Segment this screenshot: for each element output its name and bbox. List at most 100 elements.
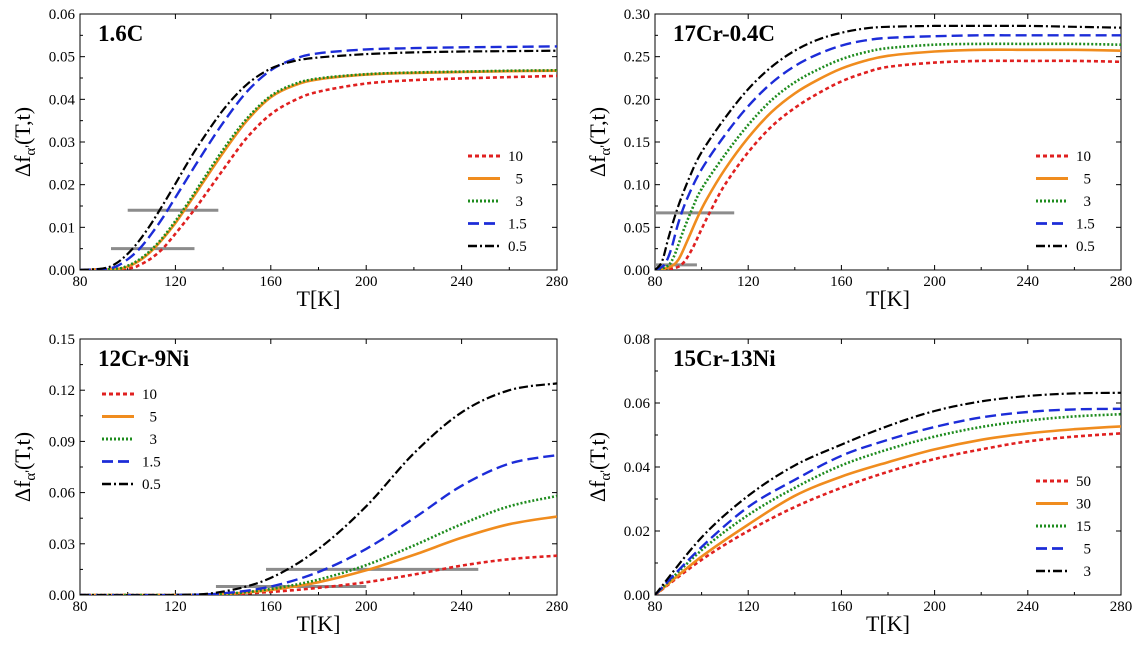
y-tick-label: 0.20 <box>624 92 650 108</box>
x-axis-label: T[K] <box>297 611 341 636</box>
legend-label: 10 <box>142 387 157 403</box>
y-tick-label: 0.08 <box>624 332 650 348</box>
legend-label: 1.5 <box>142 455 161 471</box>
x-tick-label: 280 <box>1110 599 1133 615</box>
chart-panel: 80 120 160 200 240 280 0.00 0.03 0.06 0.09 0.12 0.1… <box>10 332 568 636</box>
y-tick-label: 0.04 <box>49 92 76 108</box>
plot-frame <box>654 338 1122 596</box>
y-tick-label: 0.03 <box>49 537 75 553</box>
legend-label: 3 <box>1076 564 1091 580</box>
series-line <box>80 74 557 270</box>
panel-title: 1.6C <box>98 21 143 46</box>
series-line <box>80 69 557 270</box>
y-tick-label: 0.10 <box>624 178 650 194</box>
y-tick-label: 0.06 <box>49 486 76 502</box>
x-tick-label: 160 <box>830 599 853 615</box>
series-line <box>80 45 557 270</box>
series-line <box>655 48 1121 270</box>
legend-label: 0.5 <box>142 477 161 493</box>
x-tick-label: 80 <box>73 599 88 615</box>
series-line <box>655 391 1121 595</box>
x-tick-label: 80 <box>73 274 88 290</box>
x-axis-label: T[K] <box>297 286 341 311</box>
x-tick-label: 200 <box>355 274 378 290</box>
y-axis-label: Δfα'(T,t) <box>585 432 614 502</box>
legend-label: 0.5 <box>1076 239 1095 255</box>
y-tick-label: 0.30 <box>624 7 650 23</box>
series-line <box>655 425 1121 595</box>
y-tick-label: 0.06 <box>624 396 651 412</box>
chart-panel: 80 120 160 200 240 280 0.00 0.02 0.04 0.06 0.08 T[K… <box>585 332 1132 636</box>
x-tick-label: 200 <box>923 599 946 615</box>
series-line <box>655 407 1121 595</box>
chart-panel: 80 120 160 200 240 280 0.00 0.01 0.02 0.03 0.04 0.0… <box>10 7 568 311</box>
x-tick-label: 240 <box>450 599 473 615</box>
series-line <box>655 42 1121 270</box>
x-tick-label: 120 <box>737 274 760 290</box>
legend-label: 1.5 <box>1076 217 1095 233</box>
legend-label: 3 <box>1076 194 1091 210</box>
legend-label: 3 <box>142 432 157 448</box>
y-axis-label: Δfα'(T,t) <box>10 107 39 177</box>
x-tick-label: 80 <box>648 274 663 290</box>
y-tick-label: 0.00 <box>49 588 75 604</box>
x-tick-label: 200 <box>355 599 378 615</box>
legend-label: 1.5 <box>508 217 527 233</box>
x-tick-label: 240 <box>1017 274 1040 290</box>
x-tick-label: 280 <box>546 599 569 615</box>
y-tick-label: 0.06 <box>49 7 76 23</box>
series-line <box>655 24 1121 270</box>
legend-label: 5 <box>508 172 523 188</box>
legend-label: 3 <box>508 194 523 210</box>
y-tick-label: 0.15 <box>49 332 75 348</box>
legend-label: 10 <box>1076 149 1091 165</box>
series-line <box>655 412 1121 595</box>
y-tick-label: 0.05 <box>49 50 75 66</box>
y-tick-label: 0.05 <box>624 220 650 236</box>
x-axis-label: T[K] <box>866 611 910 636</box>
x-tick-label: 80 <box>648 599 663 615</box>
panel-title: 15Cr-13Ni <box>673 346 776 371</box>
x-tick-label: 280 <box>546 274 569 290</box>
legend-label: 5 <box>1076 172 1091 188</box>
y-tick-label: 0.00 <box>624 263 650 279</box>
series-line <box>655 432 1121 595</box>
y-tick-label: 0.03 <box>49 135 75 151</box>
legend-label: 15 <box>1076 519 1091 535</box>
chart-panel: 80 120 160 200 240 280 0.00 0.05 0.10 0.15 0.20 0.2… <box>585 7 1132 311</box>
x-tick-label: 160 <box>260 599 283 615</box>
panel-title: 12Cr-9Ni <box>98 346 190 371</box>
plot-frame <box>654 13 1122 271</box>
y-tick-label: 0.25 <box>624 50 650 66</box>
legend-label: 5 <box>1076 542 1091 558</box>
series-line <box>80 453 557 595</box>
x-tick-label: 120 <box>164 599 187 615</box>
legend-label: 30 <box>1076 497 1091 513</box>
x-tick-label: 280 <box>1110 274 1133 290</box>
panel-title: 17Cr-0.4C <box>673 21 775 46</box>
x-tick-label: 200 <box>923 274 946 290</box>
x-tick-label: 160 <box>830 274 853 290</box>
x-axis-label: T[K] <box>866 286 910 311</box>
legend-label: 0.5 <box>508 239 527 255</box>
legend-label: 50 <box>1076 474 1091 490</box>
y-tick-label: 0.00 <box>49 263 75 279</box>
series-line <box>80 49 557 270</box>
legend-label: 5 <box>142 410 157 426</box>
x-tick-label: 120 <box>164 274 187 290</box>
legend-label: 10 <box>508 149 523 165</box>
series-line <box>80 382 557 595</box>
y-tick-label: 0.12 <box>49 383 75 399</box>
y-tick-label: 0.15 <box>624 135 650 151</box>
x-tick-label: 240 <box>1017 599 1040 615</box>
y-tick-label: 0.02 <box>49 178 75 194</box>
series-line <box>80 515 557 595</box>
x-tick-label: 160 <box>260 274 283 290</box>
series-line <box>655 34 1121 270</box>
series-line <box>80 494 557 595</box>
x-tick-label: 240 <box>450 274 473 290</box>
series-line <box>655 59 1121 270</box>
y-tick-label: 0.09 <box>49 434 75 450</box>
y-tick-label: 0.00 <box>624 588 650 604</box>
